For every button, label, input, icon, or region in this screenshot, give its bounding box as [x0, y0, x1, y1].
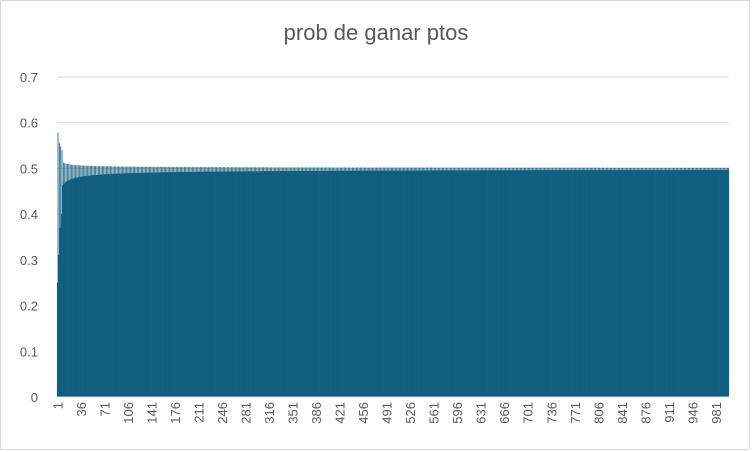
- x-tick-label: 141: [144, 402, 159, 424]
- x-tick-label: 316: [262, 402, 277, 424]
- x-tick-label: 701: [521, 402, 536, 424]
- y-tick-label: 0.7: [20, 70, 38, 85]
- x-tick-label: 981: [709, 402, 724, 424]
- x-tick-label: 351: [286, 402, 301, 424]
- y-tick-label: 0.3: [20, 253, 38, 268]
- x-tick-label: 421: [333, 402, 348, 424]
- x-tick-label: 771: [568, 402, 583, 424]
- y-tick-label: 0.4: [20, 207, 38, 222]
- x-tick-label: 176: [168, 402, 183, 424]
- x-tick-label: 631: [474, 402, 489, 424]
- y-axis-labels: 0 0.1 0.2 0.3 0.4 0.5 0.6 0.7: [20, 70, 38, 405]
- x-tick-label: 666: [497, 402, 512, 424]
- x-tick-label: 841: [615, 402, 630, 424]
- y-tick-label: 0.6: [20, 116, 38, 131]
- x-tick-label: 386: [309, 402, 324, 424]
- x-tick-label: 36: [74, 402, 89, 416]
- x-tick-label: 491: [380, 402, 395, 424]
- x-tick-label: 211: [191, 402, 206, 423]
- y-tick-label: 0.1: [20, 344, 38, 359]
- chart-title: prob de ganar ptos: [283, 20, 469, 45]
- x-tick-label: 736: [544, 402, 559, 424]
- x-tick-label: 561: [427, 402, 442, 424]
- data-bars: [56, 132, 730, 398]
- y-tick-label: 0: [31, 390, 38, 405]
- x-tick-label: 1: [50, 402, 65, 409]
- x-tick-label: 246: [215, 402, 230, 424]
- x-axis-labels: 1 36 71 106 141 176 211 246 281 316 351 386 421 456 49…: [50, 402, 724, 424]
- x-tick-label: 596: [450, 402, 465, 424]
- x-tick-label: 281: [239, 402, 254, 424]
- x-tick-label: 911: [662, 402, 677, 423]
- x-tick-label: 806: [591, 402, 606, 424]
- x-tick-label: 876: [638, 402, 653, 424]
- x-tick-label: 106: [121, 402, 136, 424]
- x-tick-label: 526: [403, 402, 418, 424]
- x-tick-label: 946: [685, 402, 700, 424]
- x-tick-label: 456: [356, 402, 371, 424]
- y-tick-label: 0.2: [20, 299, 38, 314]
- y-tick-label: 0.5: [20, 161, 38, 176]
- x-tick-label: 71: [97, 402, 112, 416]
